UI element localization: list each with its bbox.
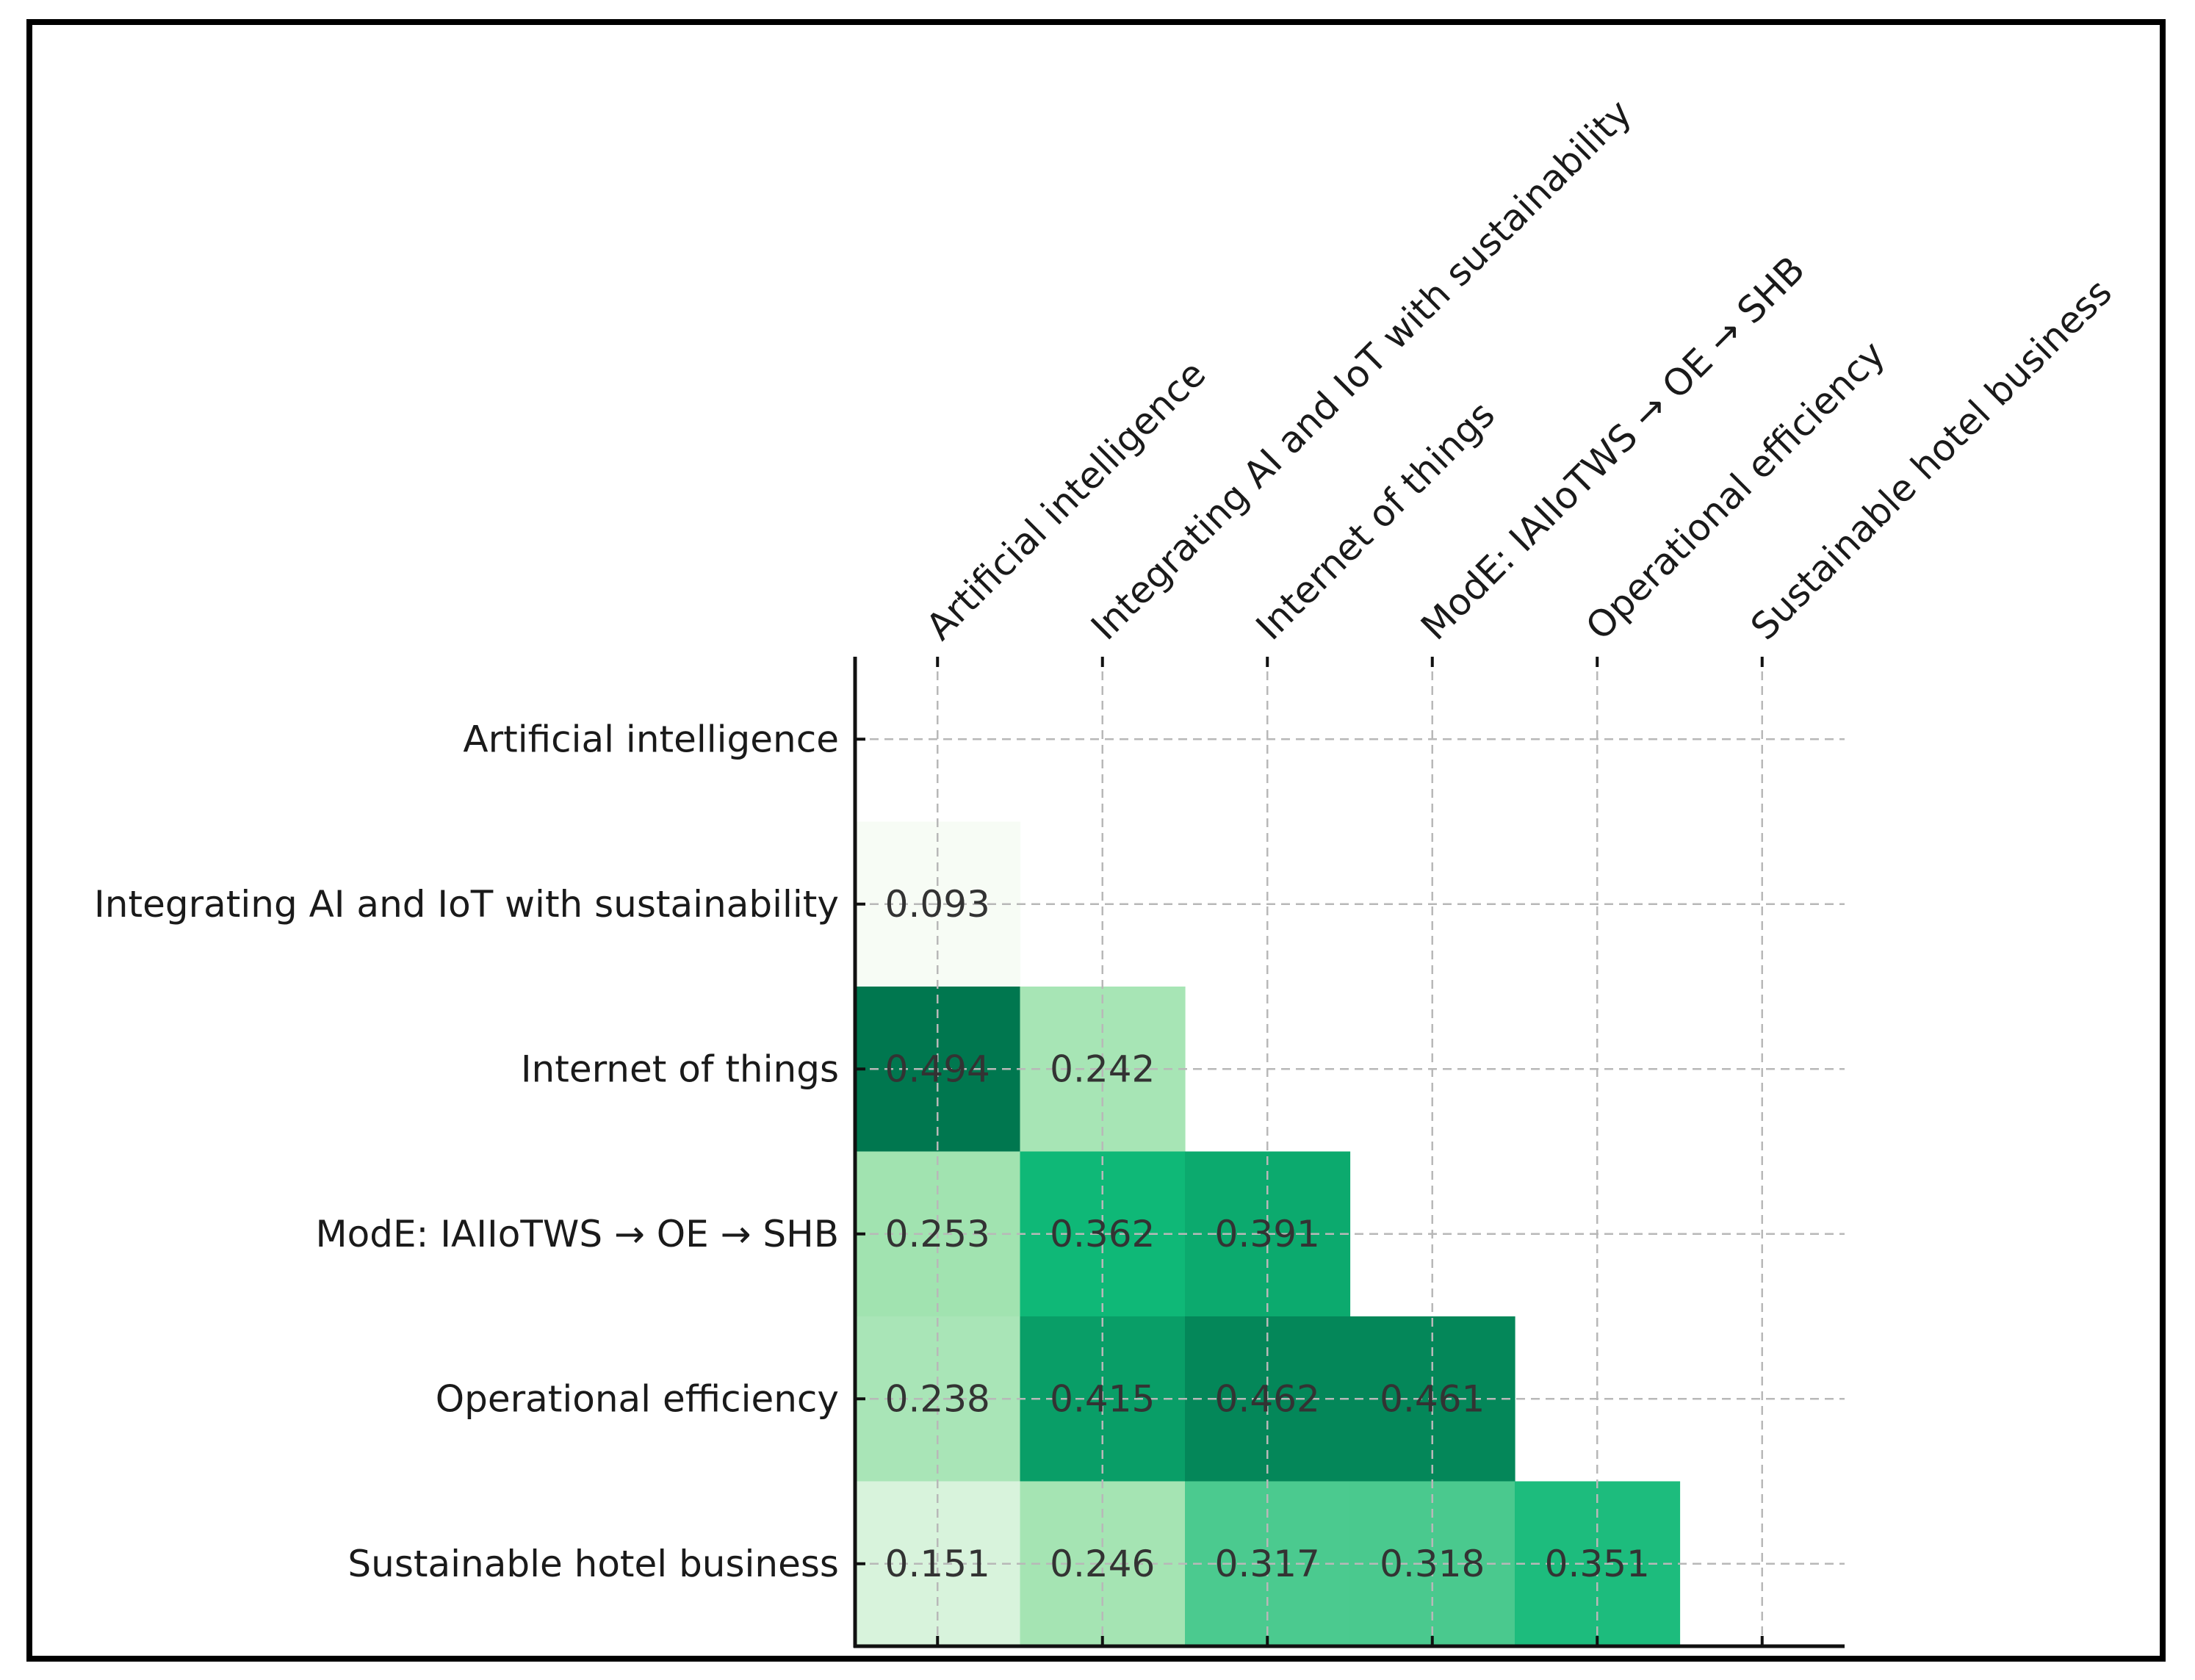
cell-value-label-r2-c0: 0.494 bbox=[885, 1048, 990, 1090]
chart-frame: 0.093 0.494 0.242 0.253 0.362 0.391 0.238 0.415… bbox=[26, 19, 2166, 1662]
cell-value-label-r4-c0: 0.238 bbox=[885, 1377, 990, 1420]
cell-value-label-r2-c1: 0.242 bbox=[1050, 1048, 1155, 1090]
cell-value-label-r3-c1: 0.362 bbox=[1050, 1213, 1155, 1255]
x-tick-label-4: Operational efficiency bbox=[1578, 333, 1893, 648]
x-tick-label-5: Sustainable hotel business bbox=[1742, 271, 2120, 649]
grid-layer bbox=[855, 657, 1845, 1646]
y-tick-label-0: Artificial intelligence bbox=[463, 718, 839, 760]
y-tick-label-4: Operational efficiency bbox=[436, 1377, 839, 1420]
cell-value-label-r5-c4: 0.351 bbox=[1545, 1543, 1650, 1585]
cell-value-label-r3-c2: 0.391 bbox=[1215, 1213, 1320, 1255]
cell-value-label-r4-c1: 0.415 bbox=[1050, 1377, 1155, 1420]
y-tick-label-1: Integrating AI and IoT with sustainabili… bbox=[94, 883, 839, 926]
y-tick-label-2: Internet of things bbox=[521, 1048, 839, 1090]
x-tick-label-0: Artificial intelligence bbox=[918, 353, 1214, 649]
cell-value-label-r5-c0: 0.151 bbox=[885, 1543, 990, 1585]
cell-value-label-r5-c3: 0.318 bbox=[1380, 1543, 1485, 1585]
cell-value-label-r3-c0: 0.253 bbox=[885, 1213, 990, 1255]
cell-value-label-r4-c2: 0.462 bbox=[1215, 1377, 1320, 1420]
cell-value-label-r5-c1: 0.246 bbox=[1050, 1543, 1155, 1585]
cell-labels-layer: 0.093 0.494 0.242 0.253 0.362 0.391 0.238 0.415… bbox=[885, 883, 1650, 1585]
cell-value-label-r4-c3: 0.461 bbox=[1380, 1377, 1485, 1420]
cell-value-label-r1-c0: 0.093 bbox=[885, 883, 990, 926]
heatmap-chart: 0.093 0.494 0.242 0.253 0.362 0.391 0.238 0.415… bbox=[94, 91, 2120, 1648]
y-tick-label-5: Sustainable hotel business bbox=[347, 1543, 839, 1585]
y-tick-label-3: ModE: IAIIoTWS → OE → SHB bbox=[316, 1213, 840, 1255]
axes-layer bbox=[853, 657, 1845, 1648]
cell-value-label-r5-c2: 0.317 bbox=[1215, 1543, 1320, 1585]
